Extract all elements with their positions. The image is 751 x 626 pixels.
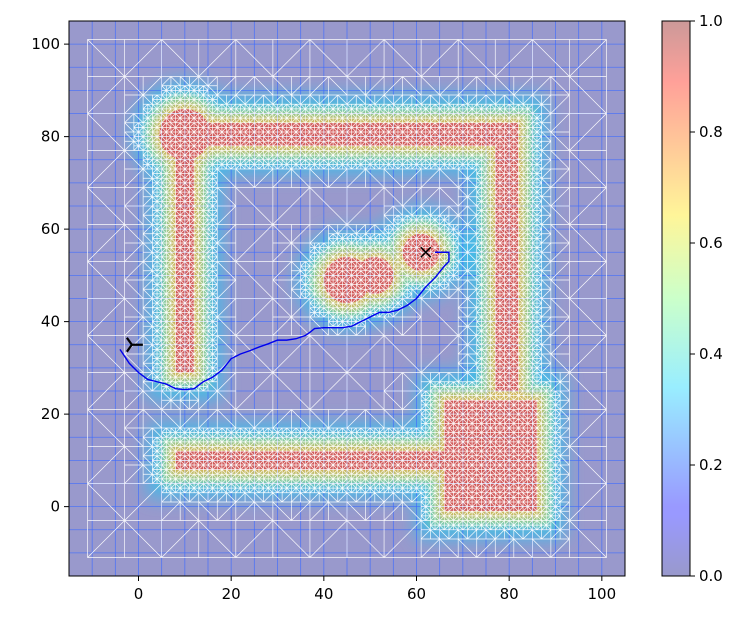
x-tick-label: 80 [500,585,519,603]
y-tick-label: 0 [50,498,60,516]
colorbar: 0.0 0.2 0.4 0.6 0.8 1.0 [661,12,723,585]
x-tick-label: 0 [134,585,144,603]
markers [125,246,432,353]
y-tick-label: 80 [41,128,60,146]
colorbar-frame [661,20,691,577]
x-tick-label: 20 [222,585,241,603]
y-tick-label: 100 [31,35,60,53]
start-marker [125,337,143,353]
colorbar-gradient [662,21,690,576]
y-tick-label: 20 [41,405,60,423]
colorbar-tick-label: 0.2 [699,456,723,474]
goal-marker [420,246,432,258]
plot-frame [68,20,626,577]
colorbar-tick-label: 0.6 [699,234,723,252]
y-axis: 0 20 40 60 80 100 [31,35,69,516]
plot-area [69,21,625,576]
colorbar-ticks: 0.0 0.2 0.4 0.6 0.8 1.0 [690,12,723,585]
colorbar-tick-label: 1.0 [699,12,723,30]
x-tick-label: 60 [407,585,426,603]
x-tick-label: 100 [588,585,617,603]
y-tick-label: 40 [41,313,60,331]
mesh-edges [87,39,607,558]
colorbar-tick-label: 0.8 [699,123,723,141]
x-tick-label: 40 [314,585,333,603]
colorbar-tick-label: 0.4 [699,345,723,363]
triangulation-mesh [87,39,607,558]
planned-path [119,251,450,391]
x-axis: 0 20 40 60 80 100 [134,576,616,603]
colorbar-tick-label: 0.0 [699,567,723,585]
y-tick-label: 60 [41,220,60,238]
